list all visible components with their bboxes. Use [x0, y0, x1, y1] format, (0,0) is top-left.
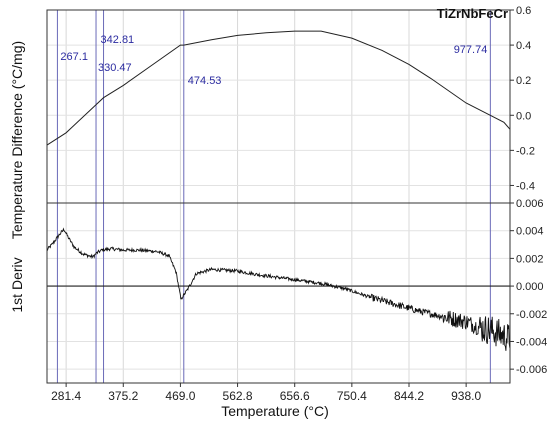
bottom-panel: 0.006 0.004 0.002 0.000 -0.002 -0.004 -0.006 28…: [46, 198, 547, 403]
x-axis-label: Temperature (°C): [221, 403, 329, 419]
bottom-y-tick-label: -0.004: [516, 336, 547, 348]
top-y-tick-label: 0.6: [516, 5, 531, 17]
marker-label: 267.1: [60, 51, 88, 63]
first-derivative-series: [46, 227, 511, 351]
x-tick-label: 938.0: [451, 389, 481, 403]
x-tick-label: 375.2: [108, 389, 138, 403]
bottom-y-tick-label: 0.004: [516, 226, 544, 238]
x-tick-label: 656.6: [280, 389, 310, 403]
top-y-tick-label: 0.2: [516, 75, 531, 87]
x-tick-label: 281.4: [51, 389, 81, 403]
top-y-tick-label: 0.4: [516, 40, 531, 52]
x-tick-label: 469.0: [165, 389, 195, 403]
marker-label: 342.81: [101, 34, 135, 46]
bottom-plot-frame: [46, 202, 511, 384]
x-tick-label: 750.4: [337, 389, 367, 403]
marker-label: 977.74: [454, 44, 488, 56]
top-y-tick-label: -0.2: [516, 145, 535, 157]
top-y-tick-label: 0.0: [516, 110, 531, 122]
bottom-y-tick-label: 0.000: [516, 281, 544, 293]
chart-title: TiZrNbFeCr: [437, 6, 508, 21]
bottom-y-tick-label: 0.006: [516, 198, 544, 210]
bottom-ylabel: 1st Deriv: [9, 257, 25, 312]
temperature-difference-series: [46, 30, 511, 146]
bottom-y-tick-label: 0.002: [516, 253, 544, 265]
bottom-y-tick-label: -0.002: [516, 309, 547, 321]
marker-label: 330.47: [98, 62, 132, 74]
marker-label: 474.53: [188, 75, 222, 87]
bottom-y-tick-label: -0.006: [516, 364, 547, 376]
top-y-tick-label: -0.4: [516, 180, 535, 192]
top-panel: 267.1 330.47 342.81 474.53 977.74 0.6 0.4 0.2 0.…: [46, 5, 535, 383]
x-tick-label: 844.2: [394, 389, 424, 403]
top-ylabel: Temperature Difference (°C/mg): [9, 41, 25, 239]
x-tick-label: 562.8: [223, 389, 253, 403]
